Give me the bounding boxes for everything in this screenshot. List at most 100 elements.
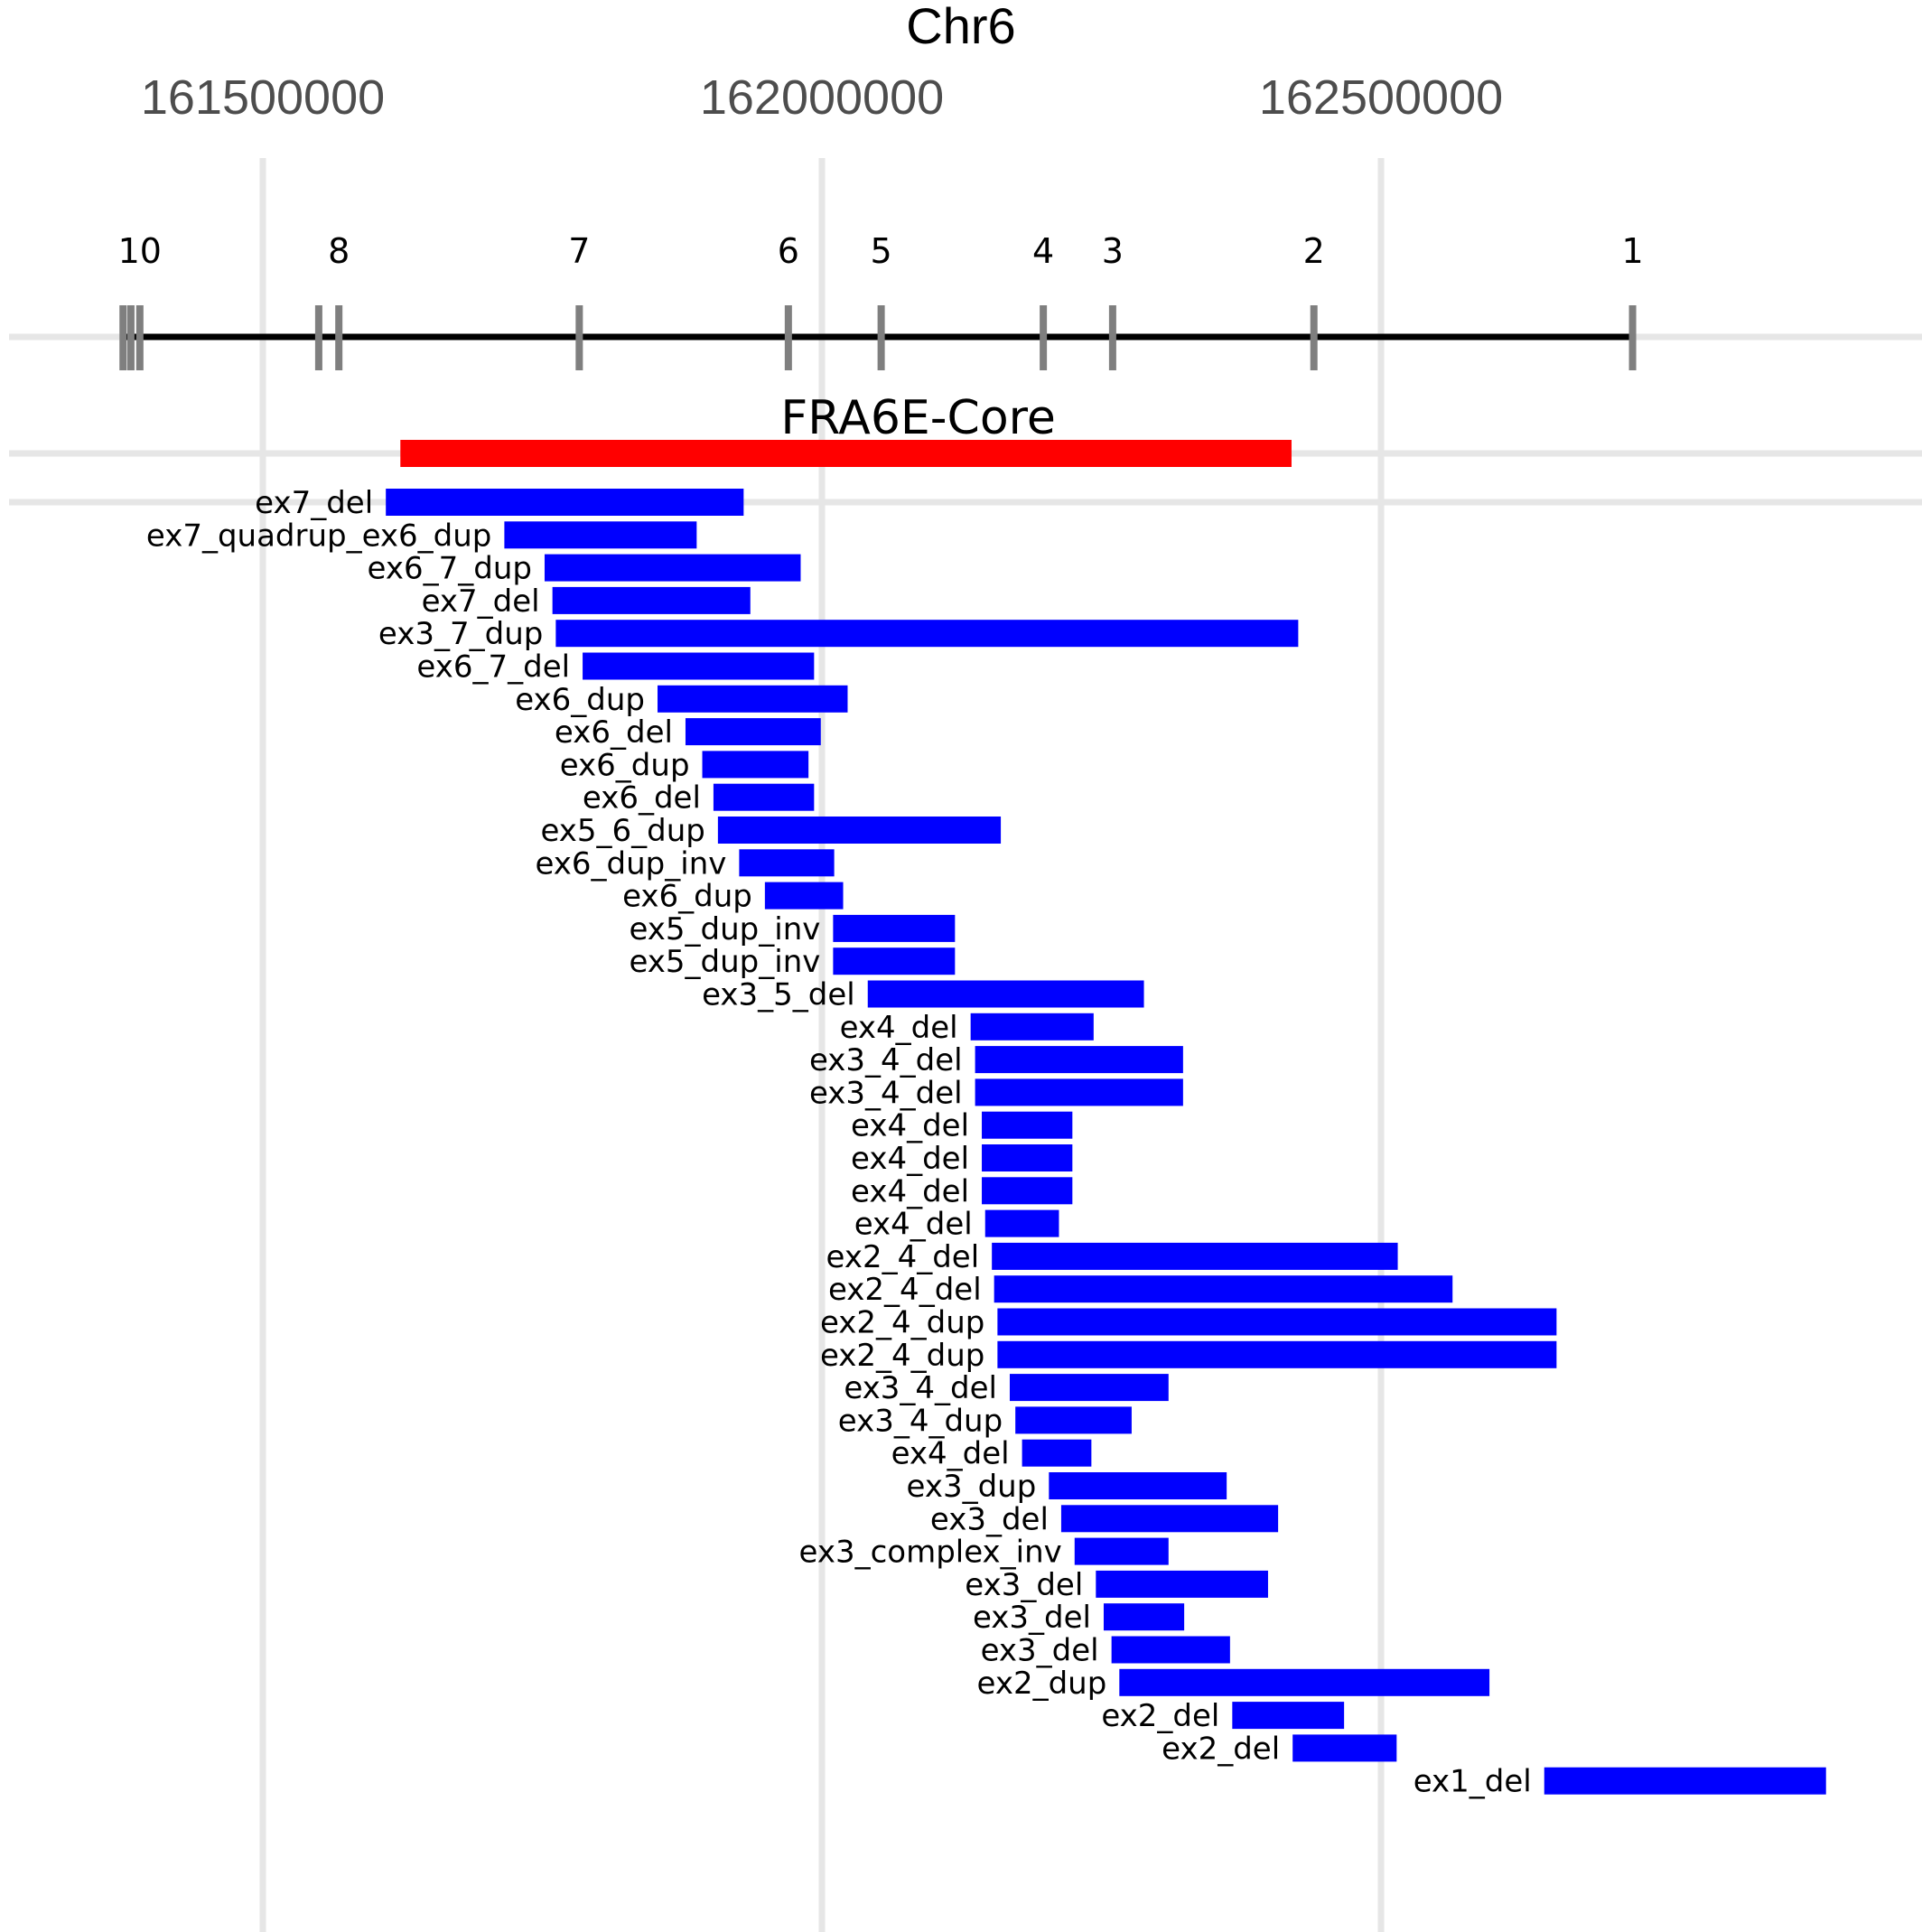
- x-tick-label: 162500000: [1259, 70, 1503, 125]
- x-tick-label: 161500000: [141, 70, 385, 125]
- sv-bar: [1015, 1406, 1132, 1434]
- exon-label: 8: [328, 231, 350, 271]
- sv-bar: [739, 849, 835, 877]
- sv-bar: [1544, 1767, 1826, 1795]
- sv-label: ex2_del: [1162, 1731, 1280, 1767]
- x-tick-label: 162000000: [700, 70, 944, 125]
- sv-bar: [713, 783, 815, 811]
- exon-label: 2: [1303, 231, 1325, 271]
- sv-label: ex3_complex_inv: [799, 1535, 1062, 1571]
- sv-bar: [975, 1046, 1183, 1074]
- sv-label: ex3_4_del: [809, 1042, 963, 1078]
- sv-bar: [1292, 1734, 1397, 1762]
- sv-bar: [552, 586, 751, 614]
- sv-bar: [984, 1209, 1059, 1237]
- sv-label: ex7_del: [255, 485, 373, 521]
- sv-label: ex3_4_dup: [838, 1403, 1003, 1439]
- sv-bar: [1232, 1702, 1345, 1730]
- sv-bar: [992, 1242, 1398, 1270]
- sv-bar: [658, 685, 848, 713]
- sv-bar: [970, 1013, 1094, 1041]
- chart-title: Chr6: [906, 0, 1015, 54]
- sv-label: ex4_del: [851, 1141, 969, 1177]
- sv-bar: [1074, 1537, 1169, 1565]
- sv-label: ex5_dup_inv: [629, 911, 820, 947]
- sv-label: ex3_del: [973, 1600, 1091, 1636]
- sv-bar: [1119, 1668, 1490, 1696]
- sv-label: ex6_7_del: [416, 649, 570, 686]
- sv-bar: [555, 620, 1299, 648]
- sv-label: ex2_del: [1101, 1698, 1219, 1734]
- sv-bar: [982, 1111, 1073, 1139]
- x-axis-ticks: 161500000 162000000 162500000: [141, 70, 1503, 125]
- sv-label: ex2_4_del: [828, 1272, 982, 1308]
- sv-bar: [583, 652, 815, 680]
- sv-bar: [997, 1308, 1557, 1336]
- sv-bar: [1103, 1603, 1185, 1631]
- sv-bars: ex7_delex7_quadrup_ex6_dupex6_7_dupex7_d…: [146, 485, 1826, 1800]
- sv-label: ex5_dup_inv: [629, 944, 820, 980]
- sv-bar: [386, 489, 744, 516]
- sv-bar: [504, 521, 697, 549]
- sv-bar: [1049, 1472, 1227, 1499]
- sv-label: ex1_del: [1414, 1764, 1532, 1800]
- sv-bar: [975, 1078, 1183, 1106]
- sv-bar: [544, 554, 801, 582]
- sv-bar: [994, 1275, 1453, 1303]
- sv-label: ex2_dup: [977, 1666, 1107, 1702]
- exon-label: 4: [1032, 231, 1054, 271]
- gene-track: 10 8 7 6 5 4 3 2 1: [118, 231, 1644, 370]
- sv-bar: [717, 817, 1002, 844]
- sv-label: ex4_del: [891, 1436, 1010, 1472]
- exon-label: 1: [1621, 231, 1643, 271]
- sv-bar: [1009, 1374, 1169, 1402]
- sv-bar: [982, 1144, 1073, 1171]
- sv-bar: [867, 980, 1144, 1008]
- sv-label: ex5_6_dup: [540, 813, 704, 849]
- sv-label: ex3_5_del: [702, 977, 855, 1013]
- sv-label: ex4_del: [851, 1173, 969, 1209]
- sv-label: ex6_dup_inv: [535, 845, 726, 882]
- sv-label: ex6_del: [583, 780, 701, 817]
- core-label: FRA6E-Core: [780, 391, 1056, 445]
- sv-bar: [1096, 1570, 1268, 1598]
- exon-label: 5: [871, 231, 892, 271]
- sv-label: ex6_dup: [622, 879, 752, 915]
- sv-bar: [685, 718, 821, 746]
- sv-label: ex6_dup: [515, 682, 645, 718]
- sv-label: ex2_4_del: [826, 1239, 980, 1275]
- sv-label: ex6_del: [555, 714, 673, 751]
- core-track: FRA6E-Core: [400, 391, 1292, 467]
- sv-bar: [1111, 1636, 1230, 1664]
- exon-label: 7: [568, 231, 590, 271]
- exon-label: 3: [1102, 231, 1124, 271]
- sv-bar: [764, 882, 844, 910]
- sv-label: ex3_7_dup: [378, 616, 543, 652]
- core-bar: [400, 440, 1292, 467]
- sv-bar: [997, 1340, 1557, 1368]
- sv-label: ex2_4_dup: [820, 1338, 984, 1374]
- sv-label: ex3_4_del: [809, 1075, 963, 1111]
- exon-label: 10: [118, 231, 162, 271]
- sv-bar: [1060, 1505, 1279, 1533]
- sv-label: ex4_del: [854, 1207, 973, 1243]
- sv-label: ex3_del: [930, 1501, 1049, 1537]
- sv-bar: [702, 751, 809, 779]
- sv-bar: [833, 947, 956, 975]
- sv-bar: [1022, 1439, 1092, 1467]
- sv-label: ex3_del: [965, 1567, 1083, 1603]
- sv-bar: [833, 914, 956, 942]
- sv-label: ex6_7_dup: [368, 551, 532, 587]
- sv-label: ex4_del: [851, 1108, 969, 1144]
- sv-label: ex3_del: [981, 1633, 1099, 1669]
- sv-label: ex7_del: [422, 583, 540, 620]
- sv-label: ex2_4_dup: [820, 1305, 984, 1341]
- sv-bar: [982, 1177, 1073, 1205]
- sv-label: ex6_dup: [560, 747, 690, 783]
- sv-label: ex4_del: [840, 1010, 958, 1046]
- exon-label: 6: [778, 231, 799, 271]
- sv-label: ex7_quadrup_ex6_dup: [146, 518, 492, 554]
- sv-label: ex3_4_del: [844, 1370, 997, 1406]
- sv-label: ex3_dup: [907, 1469, 1037, 1505]
